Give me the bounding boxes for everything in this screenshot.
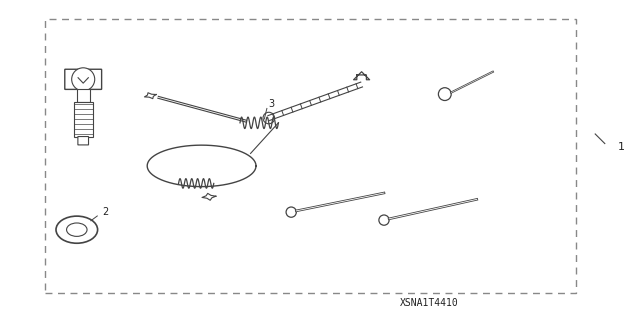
Ellipse shape — [67, 223, 87, 236]
Text: 2: 2 — [102, 207, 109, 217]
Text: 1: 1 — [618, 142, 625, 152]
Bar — [45, 19, 576, 293]
Text: XSNA1T4410: XSNA1T4410 — [399, 298, 458, 308]
FancyBboxPatch shape — [78, 137, 88, 145]
Circle shape — [379, 215, 389, 225]
Text: 3: 3 — [269, 99, 275, 109]
Ellipse shape — [56, 216, 98, 243]
Circle shape — [438, 88, 451, 100]
Bar — [77, 89, 90, 102]
FancyBboxPatch shape — [65, 69, 102, 89]
Circle shape — [286, 207, 296, 217]
Bar — [74, 102, 93, 137]
Circle shape — [263, 112, 275, 124]
Circle shape — [72, 68, 95, 91]
